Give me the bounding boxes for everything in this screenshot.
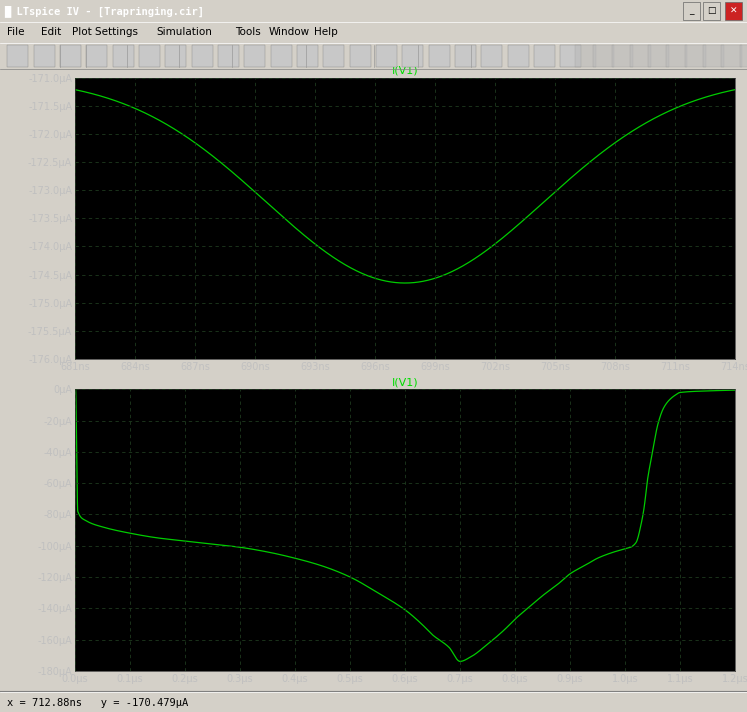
Bar: [593, 45, 614, 67]
Text: File: File: [7, 27, 25, 37]
Bar: [297, 45, 318, 67]
Bar: [403, 45, 424, 67]
Bar: [455, 45, 476, 67]
Text: □: □: [707, 6, 716, 16]
Bar: [612, 45, 633, 67]
Text: Simulation: Simulation: [157, 27, 213, 37]
FancyBboxPatch shape: [725, 2, 743, 20]
Bar: [244, 45, 265, 67]
Text: Window: Window: [269, 27, 310, 37]
Title: I(V1): I(V1): [391, 377, 418, 387]
Text: x = 712.88ns   y = -170.479μA: x = 712.88ns y = -170.479μA: [7, 698, 189, 708]
Bar: [685, 45, 706, 67]
Bar: [350, 45, 371, 67]
Bar: [722, 45, 743, 67]
Bar: [703, 45, 724, 67]
Bar: [630, 45, 651, 67]
Bar: [270, 45, 291, 67]
Text: ✕: ✕: [730, 6, 737, 16]
Text: Tools: Tools: [235, 27, 261, 37]
Bar: [192, 45, 213, 67]
FancyBboxPatch shape: [683, 2, 700, 20]
Bar: [376, 45, 397, 67]
Bar: [560, 45, 581, 67]
Text: █ LTspice IV - [Trapringing.cir]: █ LTspice IV - [Trapringing.cir]: [4, 5, 204, 17]
Bar: [534, 45, 555, 67]
Title: I(V1): I(V1): [391, 66, 418, 75]
Bar: [60, 45, 81, 67]
Bar: [87, 45, 108, 67]
Bar: [139, 45, 160, 67]
FancyBboxPatch shape: [703, 2, 720, 20]
Text: Edit: Edit: [41, 27, 61, 37]
Bar: [481, 45, 502, 67]
Bar: [113, 45, 134, 67]
Bar: [648, 45, 669, 67]
Bar: [740, 45, 747, 67]
Text: _: _: [689, 6, 693, 16]
Text: Plot Settings: Plot Settings: [72, 27, 137, 37]
Bar: [218, 45, 239, 67]
Bar: [34, 45, 55, 67]
Bar: [165, 45, 186, 67]
Bar: [508, 45, 529, 67]
Bar: [7, 45, 28, 67]
Bar: [429, 45, 450, 67]
Text: Help: Help: [314, 27, 338, 37]
Bar: [323, 45, 344, 67]
Bar: [666, 45, 687, 67]
Bar: [575, 45, 596, 67]
